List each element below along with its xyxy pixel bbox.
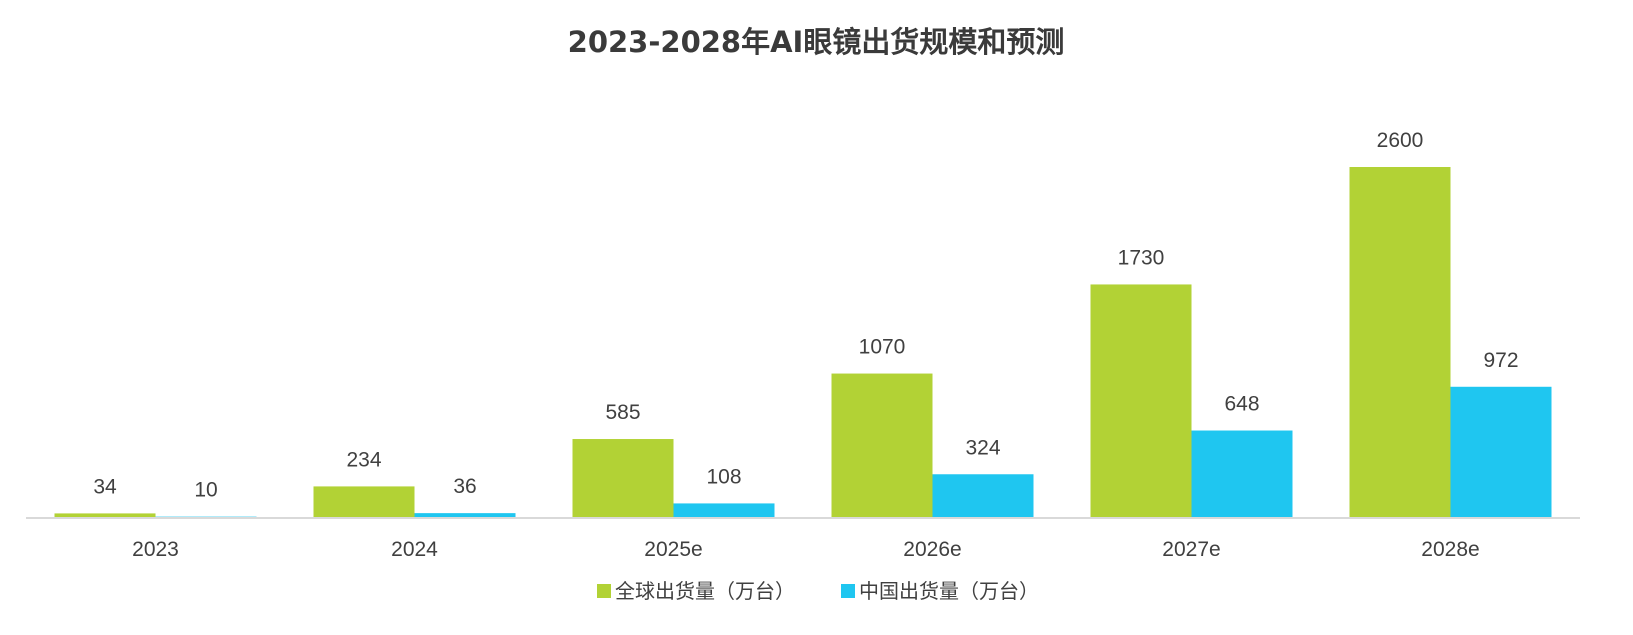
bar-series-1-2026e xyxy=(831,373,933,518)
data-label-series-1-2028e: 2600 xyxy=(1377,129,1424,152)
data-label-series-1-2023: 34 xyxy=(93,475,117,498)
data-label-series-2-2028e: 972 xyxy=(1483,349,1518,372)
legend-label-2: 中国出货量（万台） xyxy=(859,579,1039,603)
data-label-series-2-2027e: 648 xyxy=(1224,393,1259,416)
bar-series-1-2027e xyxy=(1090,284,1192,518)
x-tick-label-2027e: 2027e xyxy=(1162,538,1220,561)
bar-series-2-2026e xyxy=(932,474,1034,518)
x-tick-label-2024: 2024 xyxy=(391,538,438,561)
bar-series-2-2027e xyxy=(1191,430,1293,518)
bar-series-2-2028e xyxy=(1450,386,1552,518)
data-label-series-1-2026e: 1070 xyxy=(859,336,906,359)
bar-series-2-2025e xyxy=(673,503,775,518)
legend-swatch-1 xyxy=(597,584,611,598)
legend-swatch-2 xyxy=(841,584,855,598)
legend: 全球出货量（万台） 中国出货量（万台） xyxy=(597,579,1039,603)
data-label-series-1-2024: 234 xyxy=(346,448,381,471)
x-tick-label-2028e: 2028e xyxy=(1421,538,1479,561)
bar-series-1-2025e xyxy=(572,439,674,518)
bar-series-1-2023 xyxy=(54,513,156,518)
bar-series-2-2024 xyxy=(414,513,516,518)
data-label-series-2-2025e: 108 xyxy=(706,465,741,488)
bars-layer xyxy=(54,167,1552,518)
data-label-series-1-2027e: 1730 xyxy=(1118,246,1165,269)
x-tick-labels: 2023 2024 2025e 2026e 2027e 2028e xyxy=(132,538,1480,561)
chart-title: 2023-2028年AI眼镜出货规模和预测 xyxy=(568,25,1065,59)
data-label-series-2-2023: 10 xyxy=(194,479,217,502)
x-tick-label-2026e: 2026e xyxy=(903,538,961,561)
bar-series-1-2028e xyxy=(1349,167,1451,518)
data-labels-layer: 34 10 234 36 585 108 1070 324 1730 648 2600 972 xyxy=(93,129,1518,502)
data-label-series-1-2025e: 585 xyxy=(605,401,640,424)
legend-label-1: 全球出货量（万台） xyxy=(615,579,795,603)
data-label-series-2-2024: 36 xyxy=(453,475,476,498)
bar-series-1-2024 xyxy=(313,486,415,518)
x-tick-label-2023: 2023 xyxy=(132,538,179,561)
x-tick-label-2025e: 2025e xyxy=(644,538,702,561)
data-label-series-2-2026e: 324 xyxy=(965,436,1000,459)
